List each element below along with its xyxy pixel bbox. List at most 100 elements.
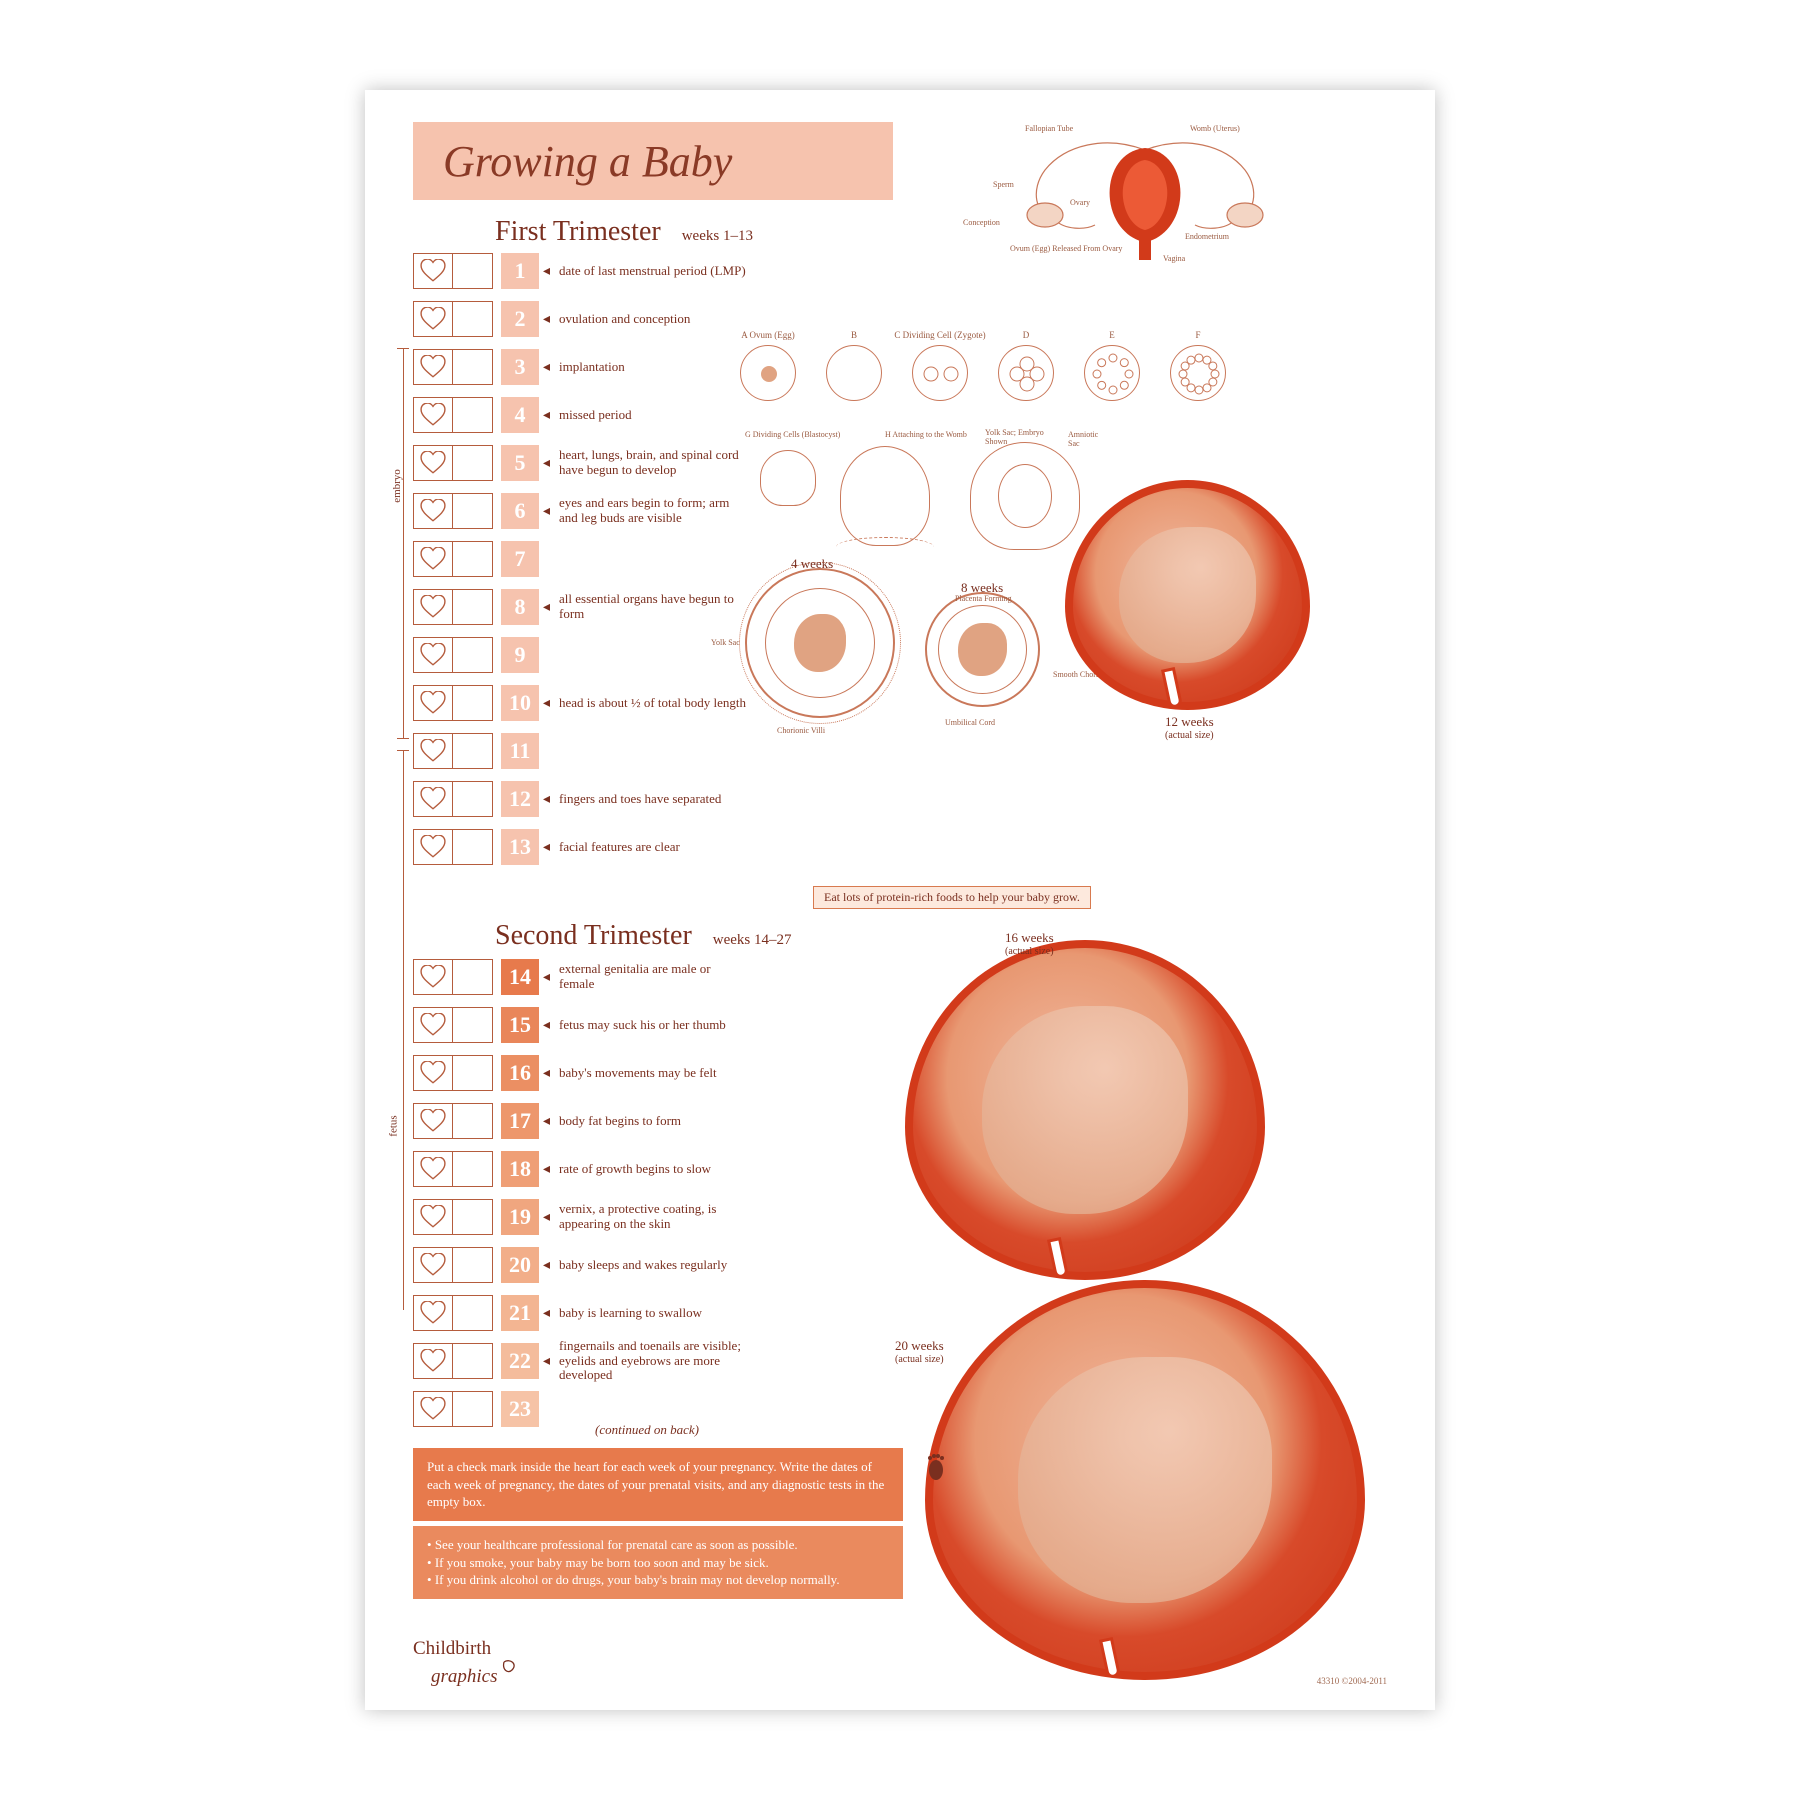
week-description: date of last menstrual period (LMP) (557, 264, 746, 279)
date-box[interactable] (453, 445, 493, 481)
date-box[interactable] (453, 1055, 493, 1091)
week-number: 23 (501, 1391, 539, 1427)
heart-checkbox[interactable] (413, 637, 453, 673)
date-box[interactable] (453, 253, 493, 289)
heart-checkbox[interactable] (413, 781, 453, 817)
attach-diagrams: G Dividing Cells (Blastocyst) H Attachin… (830, 436, 1110, 556)
footer-brand: Childbirth graphics (413, 1638, 518, 1688)
week-number: 4 (501, 397, 539, 433)
week-row: 7 (413, 538, 747, 580)
date-box[interactable] (453, 1343, 493, 1379)
heart-checkbox[interactable] (413, 1295, 453, 1331)
heart-checkbox[interactable] (413, 349, 453, 385)
week-row: 12 ◂ fingers and toes have separated (413, 778, 747, 820)
heart-checkbox[interactable] (413, 733, 453, 769)
week-description: facial features are clear (557, 840, 680, 855)
date-box[interactable] (453, 637, 493, 673)
heart-checkbox[interactable] (413, 301, 453, 337)
heart-checkbox[interactable] (413, 589, 453, 625)
week-row: 21 ◂ baby is learning to swallow (413, 1292, 747, 1334)
date-box[interactable] (453, 781, 493, 817)
week-description: vernix, a protective coating, is appeari… (557, 1202, 747, 1232)
date-box[interactable] (453, 1199, 493, 1235)
heart-checkbox[interactable] (413, 253, 453, 289)
date-box[interactable] (453, 493, 493, 529)
date-box[interactable] (453, 733, 493, 769)
cell-stage: B (826, 345, 882, 401)
week-number: 11 (501, 733, 539, 769)
week-number: 7 (501, 541, 539, 577)
date-box[interactable] (453, 301, 493, 337)
week-description: heart, lungs, brain, and spinal cord hav… (557, 448, 747, 478)
heart-checkbox[interactable] (413, 1199, 453, 1235)
main-title: Growing a Baby (443, 136, 732, 187)
week-row: 13 ◂ facial features are clear (413, 826, 747, 868)
heart-checkbox[interactable] (413, 829, 453, 865)
cell-stage: E (1084, 345, 1140, 401)
heart-checkbox[interactable] (413, 541, 453, 577)
week-number: 13 (501, 829, 539, 865)
heart-checkbox[interactable] (413, 1343, 453, 1379)
week-number: 19 (501, 1199, 539, 1235)
week-number: 12 (501, 781, 539, 817)
date-box[interactable] (453, 589, 493, 625)
week-row: 14 ◂ external genitalia are male or fema… (413, 956, 747, 998)
arrow-icon: ◂ (539, 311, 557, 328)
date-box[interactable] (453, 1007, 493, 1043)
arrow-icon: ◂ (539, 1305, 557, 1322)
week-description: eyes and ears begin to form; arm and leg… (557, 496, 747, 526)
date-box[interactable] (453, 685, 493, 721)
heart-checkbox[interactable] (413, 959, 453, 995)
heart-checkbox[interactable] (413, 1391, 453, 1427)
week-row: 17 ◂ body fat begins to form (413, 1100, 747, 1142)
heart-checkbox[interactable] (413, 1103, 453, 1139)
date-box[interactable] (453, 397, 493, 433)
week-number: 16 (501, 1055, 539, 1091)
arrow-icon: ◂ (539, 1353, 557, 1370)
cell-stage: D (998, 345, 1054, 401)
heart-checkbox[interactable] (413, 1055, 453, 1091)
embryo-4w (745, 568, 895, 718)
date-box[interactable] (453, 959, 493, 995)
week-number: 3 (501, 349, 539, 385)
label-conception: Conception (963, 218, 1000, 227)
date-box[interactable] (453, 349, 493, 385)
arrow-icon: ◂ (539, 791, 557, 808)
arrow-icon: ◂ (539, 263, 557, 280)
instruction-box: Put a check mark inside the heart for ea… (413, 1448, 903, 1521)
week-description: baby is learning to swallow (557, 1306, 702, 1321)
fetus-20w (925, 1280, 1365, 1680)
heart-checkbox[interactable] (413, 1247, 453, 1283)
date-box[interactable] (453, 1391, 493, 1427)
week-row: 22 ◂ fingernails and toenails are visibl… (413, 1340, 747, 1382)
heart-checkbox[interactable] (413, 685, 453, 721)
label-fallopian: Fallopian Tube (1025, 124, 1073, 133)
week-number: 15 (501, 1007, 539, 1043)
trimester1-weeks: 1 ◂ date of last menstrual period (LMP) … (413, 250, 747, 874)
heart-checkbox[interactable] (413, 397, 453, 433)
cell-stage: C Dividing Cell (Zygote) (912, 345, 968, 401)
week-description: implantation (557, 360, 625, 375)
date-box[interactable] (453, 1103, 493, 1139)
heart-checkbox[interactable] (413, 493, 453, 529)
label-ovary: Ovary (1070, 198, 1090, 207)
date-box[interactable] (453, 829, 493, 865)
heart-checkbox[interactable] (413, 1151, 453, 1187)
footer-code: 43310 ©2004-2011 (1317, 1676, 1387, 1686)
week-row: 20 ◂ baby sleeps and wakes regularly (413, 1244, 747, 1286)
week-description: fetus may suck his or her thumb (557, 1018, 726, 1033)
week-row: 6 ◂ eyes and ears begin to form; arm and… (413, 490, 747, 532)
date-box[interactable] (453, 1247, 493, 1283)
date-box[interactable] (453, 1295, 493, 1331)
heart-checkbox[interactable] (413, 445, 453, 481)
week-description: fingers and toes have separated (557, 792, 721, 807)
arrow-icon: ◂ (539, 1257, 557, 1274)
heart-checkbox[interactable] (413, 1007, 453, 1043)
week-description: baby sleeps and wakes regularly (557, 1258, 727, 1273)
week-row: 16 ◂ baby's movements may be felt (413, 1052, 747, 1094)
week-row: 4 ◂ missed period (413, 394, 747, 436)
date-box[interactable] (453, 1151, 493, 1187)
side-bar-embryo (403, 348, 404, 738)
date-box[interactable] (453, 541, 493, 577)
label-endometrium: Endometrium (1185, 232, 1229, 241)
